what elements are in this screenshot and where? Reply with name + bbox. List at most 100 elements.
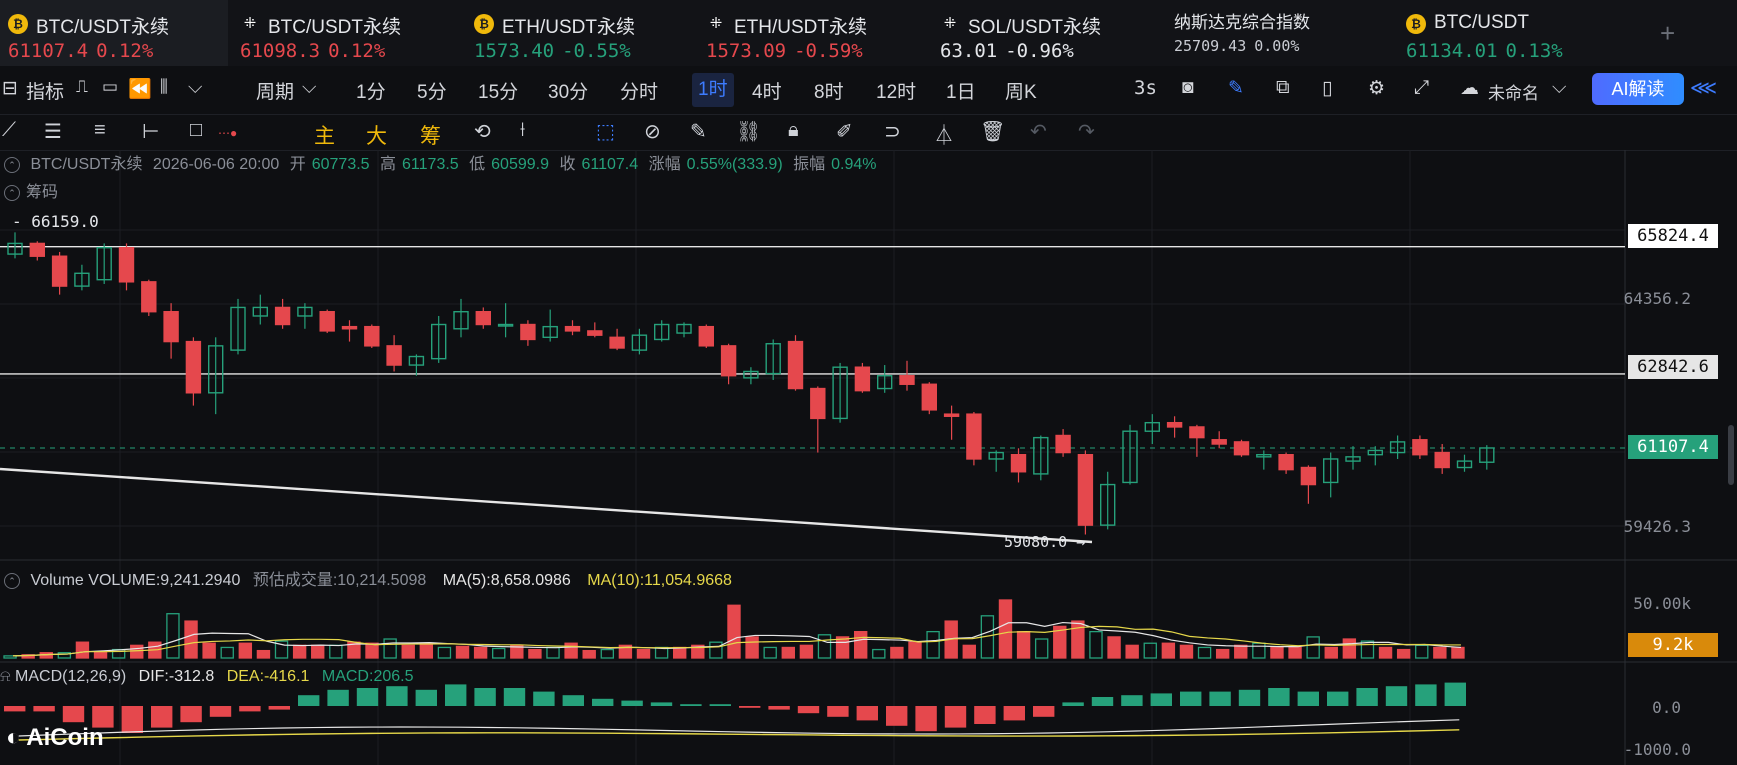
- volume-bar: [600, 648, 615, 659]
- volume-bar: [401, 644, 415, 659]
- trendline-icon[interactable]: ⟋: [2, 119, 16, 141]
- dif-label: DIF:: [138, 668, 169, 685]
- interval-4[interactable]: 分时: [620, 82, 659, 103]
- ai-analysis-button[interactable]: AI解读: [1592, 73, 1684, 105]
- add-tab-icon[interactable]: +: [1660, 18, 1676, 48]
- candle-body: [1189, 426, 1205, 439]
- ticker-price-row: 61134.01 0.13%: [1406, 40, 1571, 62]
- change-value: 0.55%(333.9): [686, 156, 783, 173]
- bell-icon[interactable]: ⍾: [0, 668, 11, 685]
- horizontal-line-icon[interactable]: ⊢: [142, 121, 160, 143]
- channel-icon[interactable]: ≡: [94, 119, 106, 141]
- redo-icon[interactable]: ↷: [1078, 121, 1095, 143]
- share-icon[interactable]: ⋘: [1690, 78, 1718, 99]
- chip-main-button[interactable]: 主: [314, 125, 335, 148]
- interval-0[interactable]: 1分: [356, 82, 386, 103]
- chevron-down-icon[interactable]: ⌵: [1552, 77, 1567, 98]
- ticker-tab[interactable]: ⁜ SOL/USDT永续 63.01 -0.96%: [932, 0, 1160, 66]
- chip-big-button[interactable]: 大: [366, 125, 387, 148]
- est-volume-label: 预估成交量:: [252, 572, 338, 589]
- interval-1[interactable]: 5分: [417, 82, 447, 103]
- indicator-button[interactable]: 指标: [26, 82, 65, 103]
- more-tools-icon[interactable]: ⋯●: [218, 126, 238, 140]
- ma10-value: 11,054.9668: [644, 572, 732, 589]
- volume-bar: [1451, 646, 1465, 659]
- candle-body: [988, 451, 1004, 460]
- chain-icon[interactable]: ⛓: [736, 121, 762, 143]
- period-button[interactable]: 周期: [256, 82, 295, 103]
- refresh-interval[interactable]: 3s: [1134, 77, 1157, 99]
- collapse-icon[interactable]: ⌃: [4, 572, 20, 589]
- brush-icon[interactable]: ✎: [690, 121, 707, 143]
- ticker-price-row: 63.01 -0.96%: [940, 40, 1082, 62]
- interval-6[interactable]: 4时: [752, 82, 782, 103]
- undo-icon[interactable]: ↶: [1030, 121, 1047, 143]
- macd-histogram-bar: [1121, 695, 1143, 706]
- rewind-icon[interactable]: ⏪: [128, 79, 152, 100]
- interval-3[interactable]: 30分: [548, 82, 589, 103]
- ruler-icon[interactable]: ⊘: [644, 121, 661, 143]
- ticker-change: -0.55%: [562, 40, 631, 62]
- magnet-snap-icon[interactable]: ⊃: [884, 121, 901, 143]
- interval-10[interactable]: 周K: [1005, 82, 1037, 103]
- ticker-tab[interactable]: ₿ ETH/USDT永续 1573.40 -0.55%: [466, 0, 694, 66]
- interval-2[interactable]: 15分: [478, 82, 519, 103]
- volume-bar: [1053, 625, 1067, 659]
- candle-body: [1166, 421, 1183, 428]
- macd-histogram-bar: [562, 695, 584, 706]
- volume-bar: [130, 644, 144, 659]
- settings-icon[interactable]: ⚙: [1368, 78, 1386, 99]
- collapse-icon[interactable]: ⌃: [4, 184, 20, 201]
- interval-9[interactable]: 1日: [946, 82, 976, 103]
- volume-bar: [673, 646, 687, 659]
- chip-hold-button[interactable]: 筹: [420, 125, 441, 148]
- close-value: 61107.4: [581, 156, 639, 173]
- hline-label-lower[interactable]: 62842.6: [1628, 355, 1718, 379]
- filter-icon[interactable]: ⏃: [934, 125, 954, 147]
- price-tick: 59426.3: [1623, 517, 1691, 536]
- chevron-down-icon[interactable]: ⌵: [188, 77, 203, 98]
- interval-7[interactable]: 8时: [814, 82, 844, 103]
- layout-icon[interactable]: ▯: [1322, 78, 1333, 99]
- candle-body: [274, 306, 291, 326]
- volume-bar: [1288, 646, 1302, 659]
- template-icon[interactable]: ▭: [102, 77, 119, 96]
- interval-8[interactable]: 12时: [876, 82, 917, 103]
- interval-5[interactable]: 1时: [692, 73, 734, 107]
- ticker-tab[interactable]: ⁜ BTC/USDT永续 61098.3 0.12%: [232, 0, 460, 66]
- collapse-icon[interactable]: ⌃: [4, 156, 20, 173]
- candlestick-chart[interactable]: [0, 150, 1737, 765]
- measure-icon[interactable]: ⟊: [520, 119, 526, 141]
- ticker-tab[interactable]: ₿ BTC/USDT 61134.01 0.13%: [1398, 0, 1626, 66]
- ticker-tab[interactable]: ⁜ ETH/USDT永续 1573.09 -0.59%: [698, 0, 926, 66]
- rectangle-icon[interactable]: □: [190, 119, 203, 141]
- hline-label-upper[interactable]: 65824.4: [1628, 224, 1718, 248]
- parallel-lines-icon[interactable]: ☰: [44, 121, 62, 143]
- volume-bar: [582, 649, 596, 659]
- replay-icon[interactable]: ⟲: [474, 121, 491, 143]
- candle-body: [743, 370, 759, 379]
- magnet-icon[interactable]: ⬚: [596, 121, 615, 143]
- layout-cloud-icon[interactable]: ☁: [1460, 78, 1479, 99]
- macd-histogram-bar: [1385, 686, 1408, 706]
- drawing-toolbar: ⟋ ☰ ≡ ⊢ □ ⋯● 主 大 筹 ⟲ ⟊ ⬚ ⊘ ✎ ⛓ 🔒︎ ✐ ⊃ ⏃ …: [0, 114, 1737, 151]
- chart-type-icon[interactable]: ⎍: [76, 77, 88, 96]
- high-value: 61173.5: [402, 156, 459, 173]
- macd-histogram-bar: [1268, 688, 1290, 706]
- lock-icon[interactable]: 🔒︎: [788, 119, 799, 141]
- macd-histogram-bar: [268, 706, 290, 710]
- layout-name-dropdown[interactable]: 未命名: [1488, 84, 1539, 103]
- edit-note-icon[interactable]: ✐: [836, 121, 853, 143]
- chevron-down-icon[interactable]: ⌵: [302, 77, 317, 98]
- fullscreen-icon[interactable]: ⤢: [1414, 77, 1430, 98]
- trash-icon[interactable]: 🗑︎: [980, 121, 1006, 143]
- indicator-menu-icon[interactable]: ⊟: [2, 78, 18, 99]
- ticker-tab[interactable]: 纳斯达克综合指数 25709.43 0.00%: [1166, 0, 1394, 66]
- ticker-tab[interactable]: ₿ BTC/USDT永续 61107.4 0.12%: [0, 0, 228, 66]
- pen-icon[interactable]: ✎: [1228, 78, 1244, 99]
- current-price-label: 61107.4: [1628, 435, 1718, 459]
- camera-icon[interactable]: ◙: [1182, 77, 1194, 98]
- annotation-icon[interactable]: ⧉: [1276, 77, 1290, 98]
- price-tick: 64356.2: [1623, 289, 1691, 308]
- bar-style-icon[interactable]: ⫼: [160, 77, 168, 96]
